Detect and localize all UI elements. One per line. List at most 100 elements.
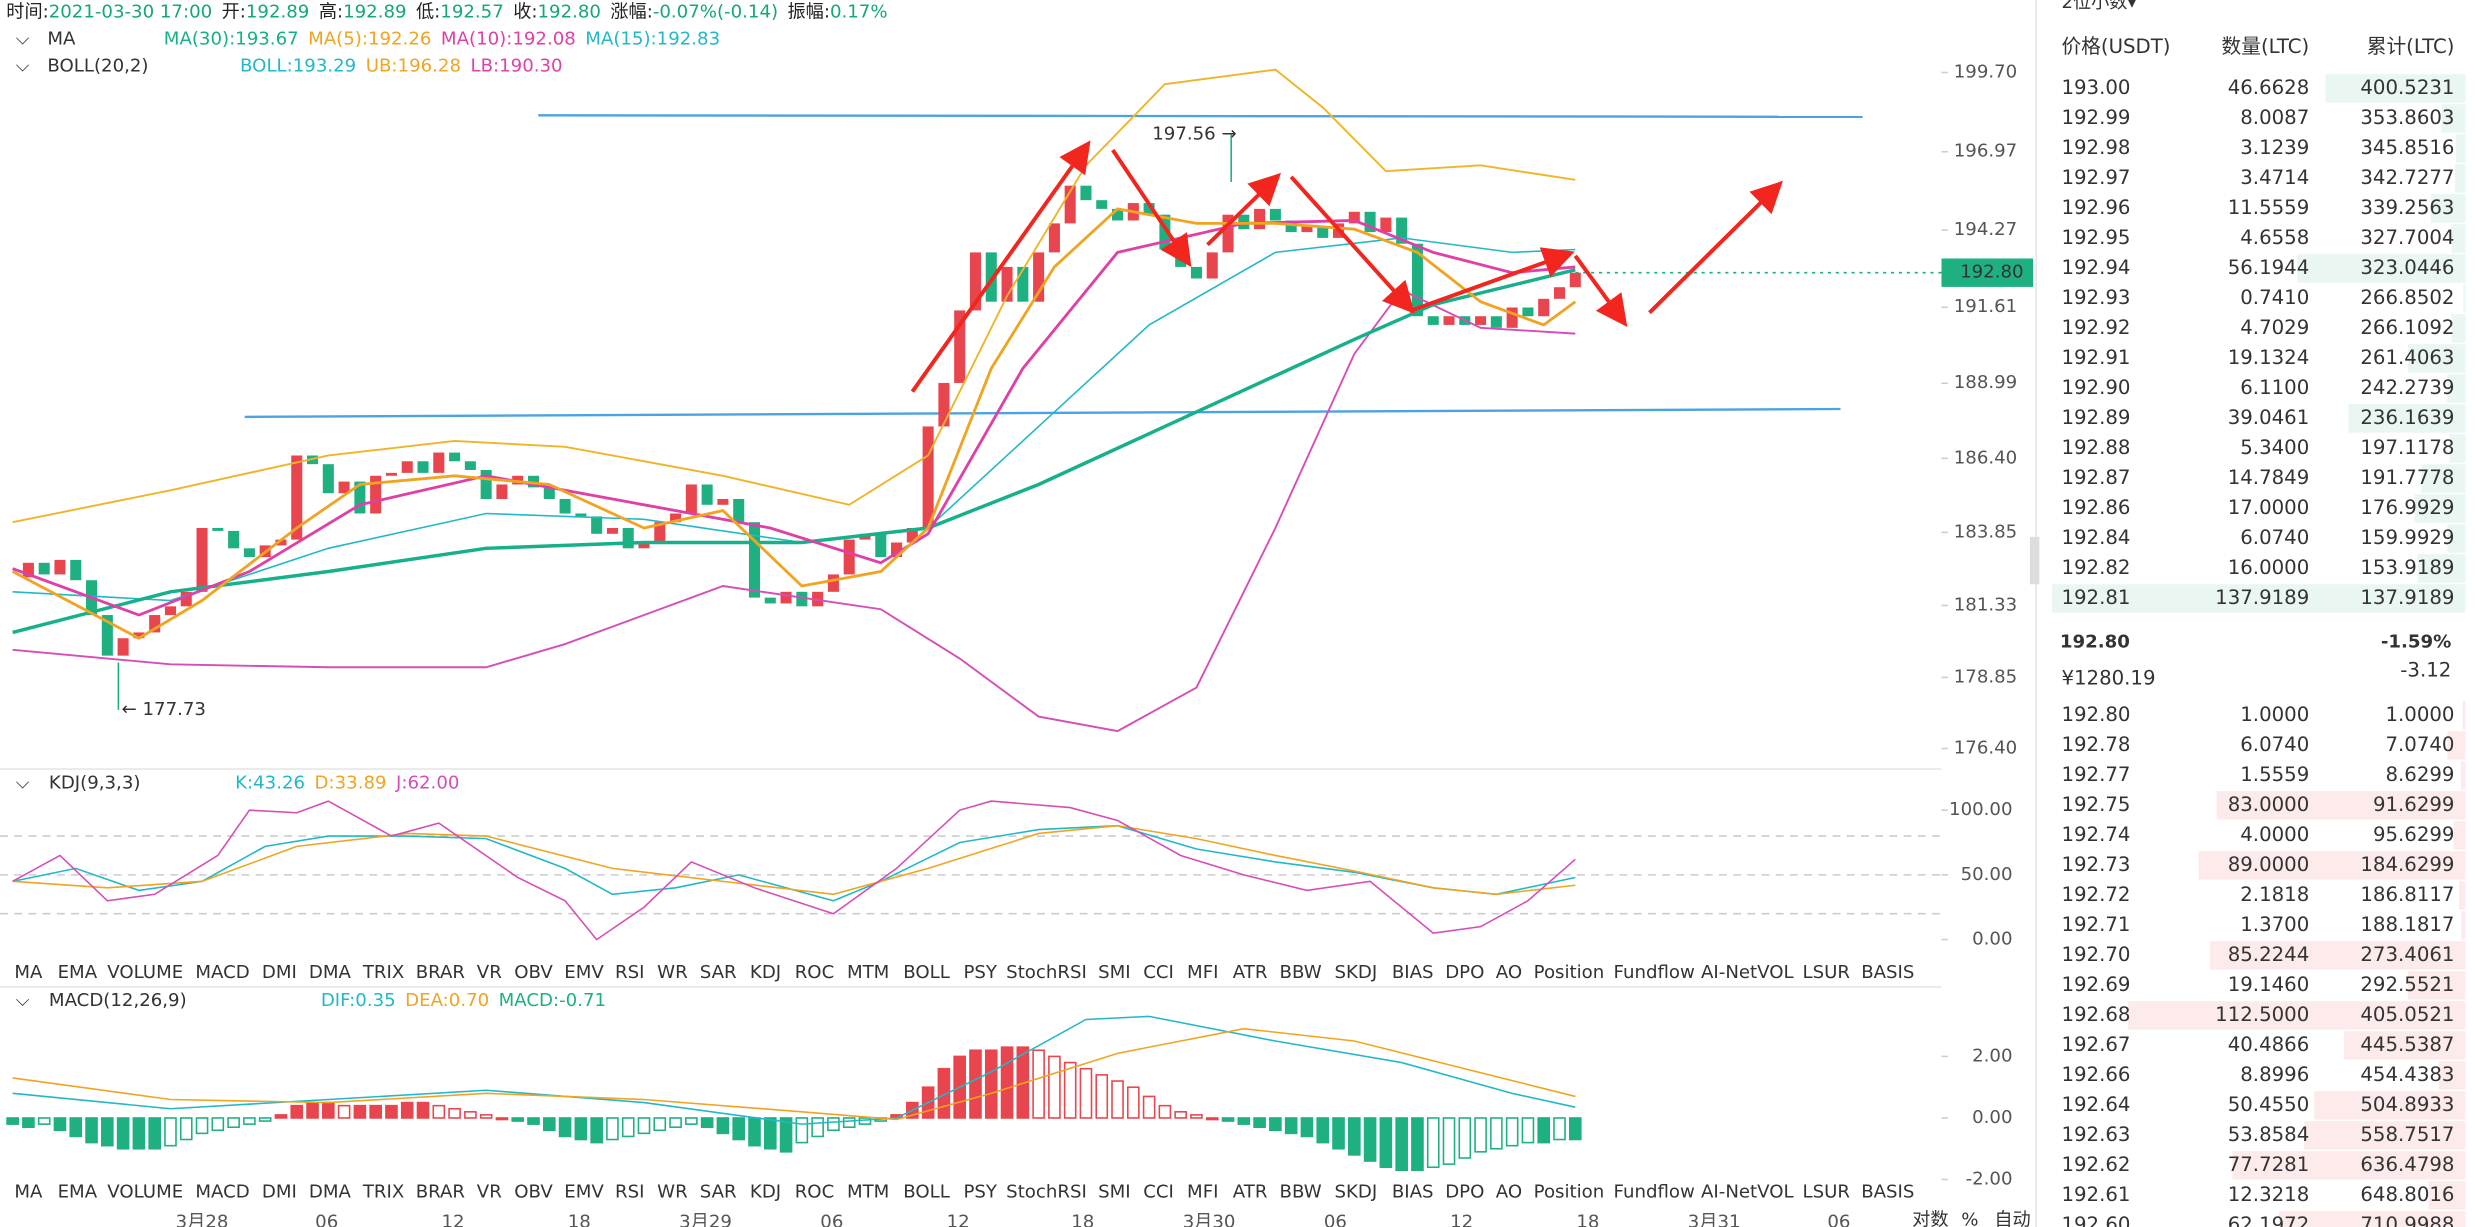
indicator-tab[interactable]: MA [14,1181,43,1202]
axis-button[interactable]: 自动 [1994,1210,2030,1227]
price[interactable]: 192.68 [2061,1003,2130,1026]
indicator-tab[interactable]: CCI [1143,962,1174,983]
price[interactable]: 192.77 [2061,763,2130,786]
price[interactable]: 192.62 [2061,1153,2130,1176]
price[interactable]: 192.60 [2061,1213,2130,1227]
indicator-tab[interactable]: BASIS [1861,1181,1914,1202]
price[interactable]: 192.89 [2061,406,2130,429]
price[interactable]: 192.95 [2061,226,2130,249]
indicator-tab[interactable]: VR [477,1181,502,1202]
indicator-tab[interactable]: ROC [795,1181,835,1202]
price[interactable]: 192.87 [2061,466,2130,489]
indicator-tab[interactable]: WR [657,1181,688,1202]
price[interactable]: 192.61 [2061,1183,2130,1206]
indicator-tab[interactable]: KDJ [750,1181,781,1202]
indicator-tab[interactable]: ROC [795,962,835,983]
indicator-tab[interactable]: MFI [1187,1181,1218,1202]
indicator-tab[interactable]: WR [657,962,688,983]
price[interactable]: 192.91 [2061,346,2130,369]
price[interactable]: 192.99 [2061,106,2130,129]
indicator-tab[interactable]: DMI [262,1181,297,1202]
indicator-tab[interactable]: RSI [615,962,644,983]
price[interactable]: 192.98 [2061,136,2130,159]
indicator-tab[interactable]: AO [1496,962,1522,983]
price[interactable]: 192.66 [2061,1063,2130,1086]
price[interactable]: 192.81 [2061,586,2130,609]
indicator-tab[interactable]: SKDJ [1335,962,1378,983]
indicator-tab[interactable]: Position [1534,962,1605,983]
indicator-tab[interactable]: VOLUME [107,1181,183,1202]
indicator-tab[interactable]: DPO [1445,962,1484,983]
price[interactable]: 192.64 [2061,1093,2130,1116]
indicator-tab[interactable]: KDJ [750,962,781,983]
axis-button[interactable]: % [1961,1210,1978,1227]
indicator-tab[interactable]: OBV [514,1181,553,1202]
price[interactable]: 192.74 [2061,823,2130,846]
indicator-tab[interactable]: BASIS [1861,962,1914,983]
price[interactable]: 192.72 [2061,883,2130,906]
indicator-tab[interactable]: AI-NetVOL [1701,1181,1794,1202]
price[interactable]: 192.78 [2061,733,2130,756]
indicator-tab[interactable]: LSUR [1803,1181,1851,1202]
indicator-tab[interactable]: MFI [1187,962,1218,983]
indicator-tab[interactable]: StochRSI [1006,1181,1087,1202]
indicator-tab[interactable]: BIAS [1392,1181,1434,1202]
indicator-tab[interactable]: MTM [847,1181,889,1202]
indicator-tab[interactable]: BRAR [416,962,466,983]
indicator-tab[interactable]: SAR [700,962,737,983]
indicator-tab[interactable]: AO [1496,1181,1522,1202]
indicator-tab[interactable]: ATR [1233,1181,1268,1202]
indicator-tab[interactable]: TRIX [362,1181,404,1202]
indicator-tab[interactable]: Position [1534,1181,1605,1202]
price[interactable]: 192.93 [2061,286,2130,309]
price[interactable]: 192.96 [2061,196,2130,219]
price[interactable]: 192.97 [2061,166,2130,189]
indicator-tab[interactable]: MACD [195,1181,249,1202]
indicator-tab[interactable]: AI-NetVOL [1701,962,1794,983]
indicator-tab[interactable]: BBW [1280,962,1322,983]
axis-button[interactable]: 对数 [1912,1210,1948,1227]
indicator-tab[interactable]: Fundflow [1614,1181,1695,1202]
indicator-tab[interactable]: SAR [700,1181,737,1202]
indicator-tab[interactable]: StochRSI [1006,962,1087,983]
price[interactable]: 193.00 [2061,76,2130,99]
indicator-tab[interactable]: BOLL [903,962,951,983]
indicator-tab[interactable]: MTM [847,962,889,983]
price[interactable]: 192.69 [2061,973,2130,996]
indicator-tab[interactable]: ATR [1233,962,1268,983]
indicator-tab[interactable]: SMI [1098,962,1131,983]
indicator-tab[interactable]: EMA [58,962,98,983]
indicator-tab[interactable]: BRAR [416,1181,466,1202]
indicator-tab[interactable]: TRIX [362,962,404,983]
indicator-tab[interactable]: DMI [262,962,297,983]
indicator-tab[interactable]: VOLUME [107,962,183,983]
indicator-tab[interactable]: DMA [309,962,352,983]
indicator-tab[interactable]: PSY [963,1181,997,1202]
indicator-tab[interactable]: RSI [615,1181,644,1202]
indicator-tab[interactable]: MA [14,962,43,983]
price[interactable]: 192.94 [2061,256,2130,279]
price[interactable]: 192.75 [2061,793,2130,816]
indicator-tab[interactable]: LSUR [1803,962,1851,983]
indicator-tab[interactable]: EMV [564,962,604,983]
price[interactable]: 192.71 [2061,913,2130,936]
indicator-tab[interactable]: SMI [1098,1181,1131,1202]
indicator-tab[interactable]: PSY [963,962,997,983]
price[interactable]: 192.88 [2061,436,2130,459]
indicator-tab[interactable]: BBW [1280,1181,1322,1202]
price[interactable]: 192.92 [2061,316,2130,339]
price[interactable]: 192.86 [2061,496,2130,519]
collapse-handle[interactable] [2029,536,2040,585]
price[interactable]: 192.80 [2061,703,2130,726]
indicator-tab[interactable]: SKDJ [1335,1181,1378,1202]
indicator-tab[interactable]: MACD [195,962,249,983]
indicator-tab[interactable]: BIAS [1392,962,1434,983]
price[interactable]: 192.82 [2061,556,2130,579]
price[interactable]: 192.90 [2061,376,2130,399]
indicator-tab[interactable]: VR [477,962,502,983]
indicator-tab[interactable]: DMA [309,1181,352,1202]
price[interactable]: 192.84 [2061,526,2130,549]
indicator-tab[interactable]: DPO [1445,1181,1484,1202]
indicator-tab[interactable]: EMV [564,1181,604,1202]
price[interactable]: 192.70 [2061,943,2130,966]
